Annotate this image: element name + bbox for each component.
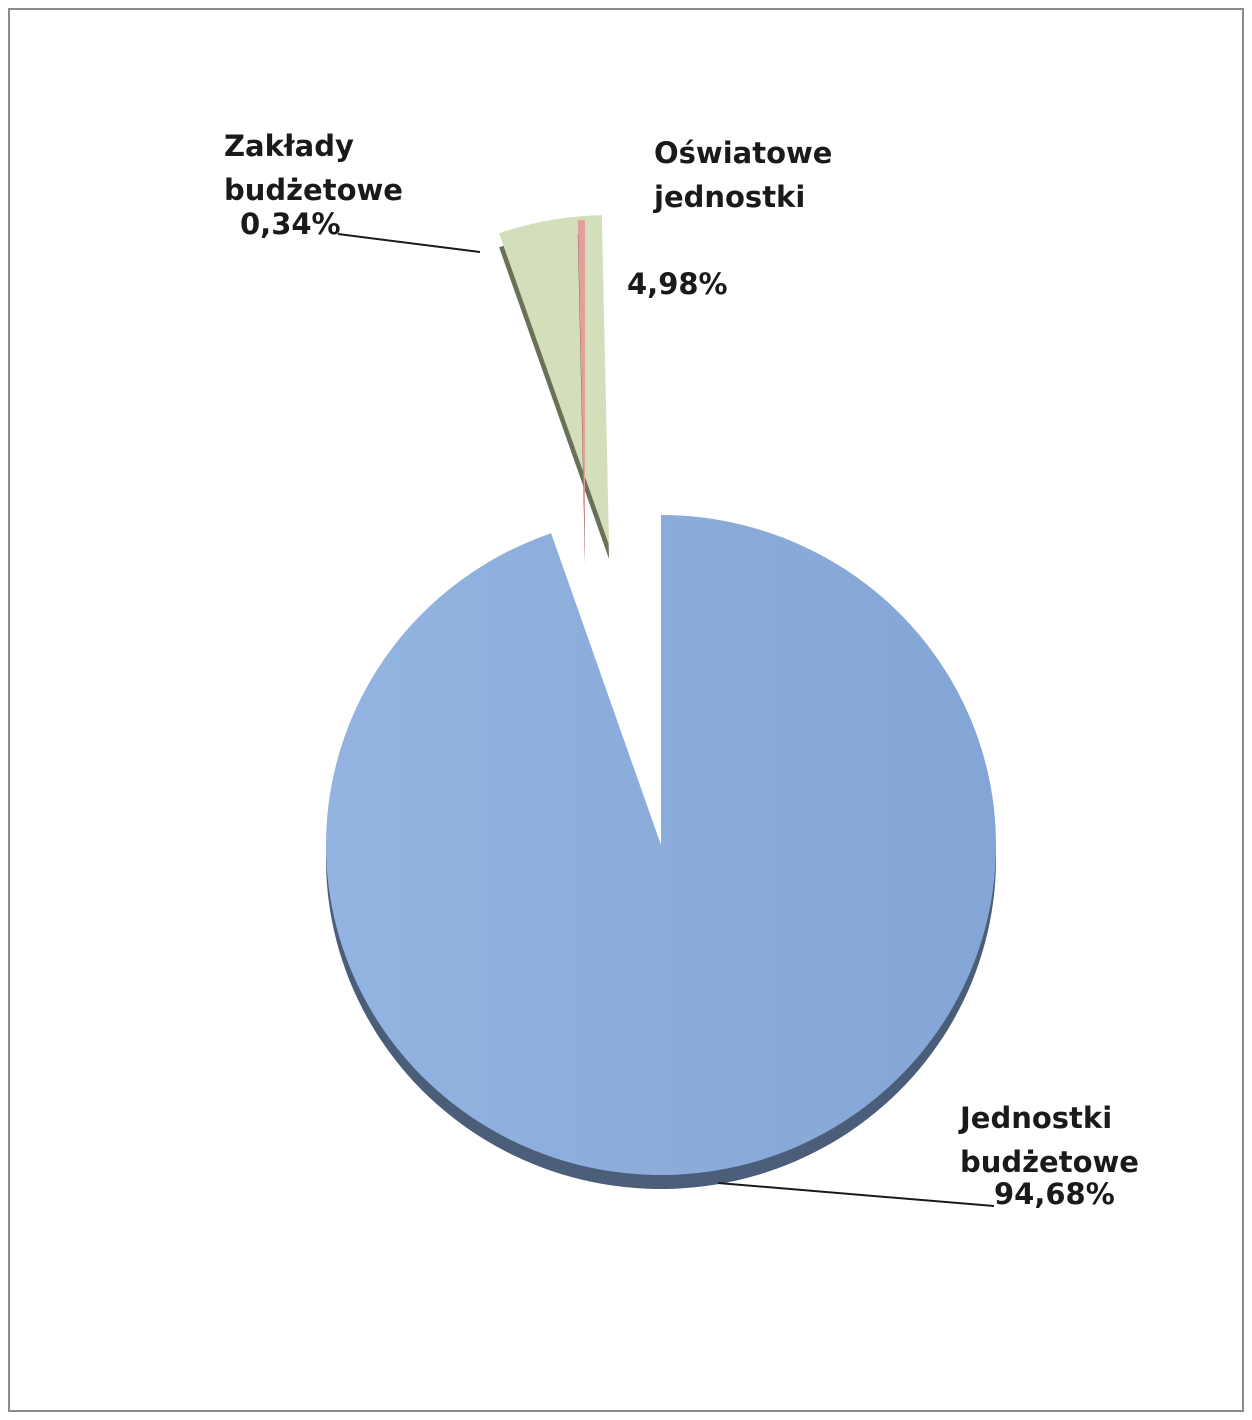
slice-value-oswiatowe: 4,98% [627, 267, 728, 301]
slice-label-line: budżetowe [960, 1145, 1139, 1179]
slice-label-line: jednostki [654, 180, 806, 214]
slice-label-line: budżetowe [224, 173, 403, 207]
slice-label-line: Oświatowe [654, 136, 833, 170]
slice-value-jednostki: 94,68% [994, 1177, 1115, 1211]
pie-slice-oswiatowe [499, 215, 609, 559]
pie-slice-face [499, 215, 609, 545]
leader-line-zaklady [337, 233, 481, 253]
slice-label-line: Jednostki [960, 1101, 1113, 1135]
slice-label-line: Zakłady [224, 129, 354, 163]
slice-label-jednostki: Jednostki budżetowe [960, 1096, 1139, 1184]
slice-value-zaklady: 0,34% [240, 207, 341, 241]
pie-slice-jednostki [326, 515, 996, 1189]
slice-label-zaklady: Zakłady budżetowe [224, 124, 403, 212]
pie-slice-face [326, 515, 996, 1175]
pie-slice-face [577, 220, 585, 550]
pie-slice-zaklady [577, 220, 585, 564]
slice-label-oswiatowe: Oświatowe jednostki [654, 131, 832, 219]
leader-line-jednostki [717, 1182, 995, 1207]
